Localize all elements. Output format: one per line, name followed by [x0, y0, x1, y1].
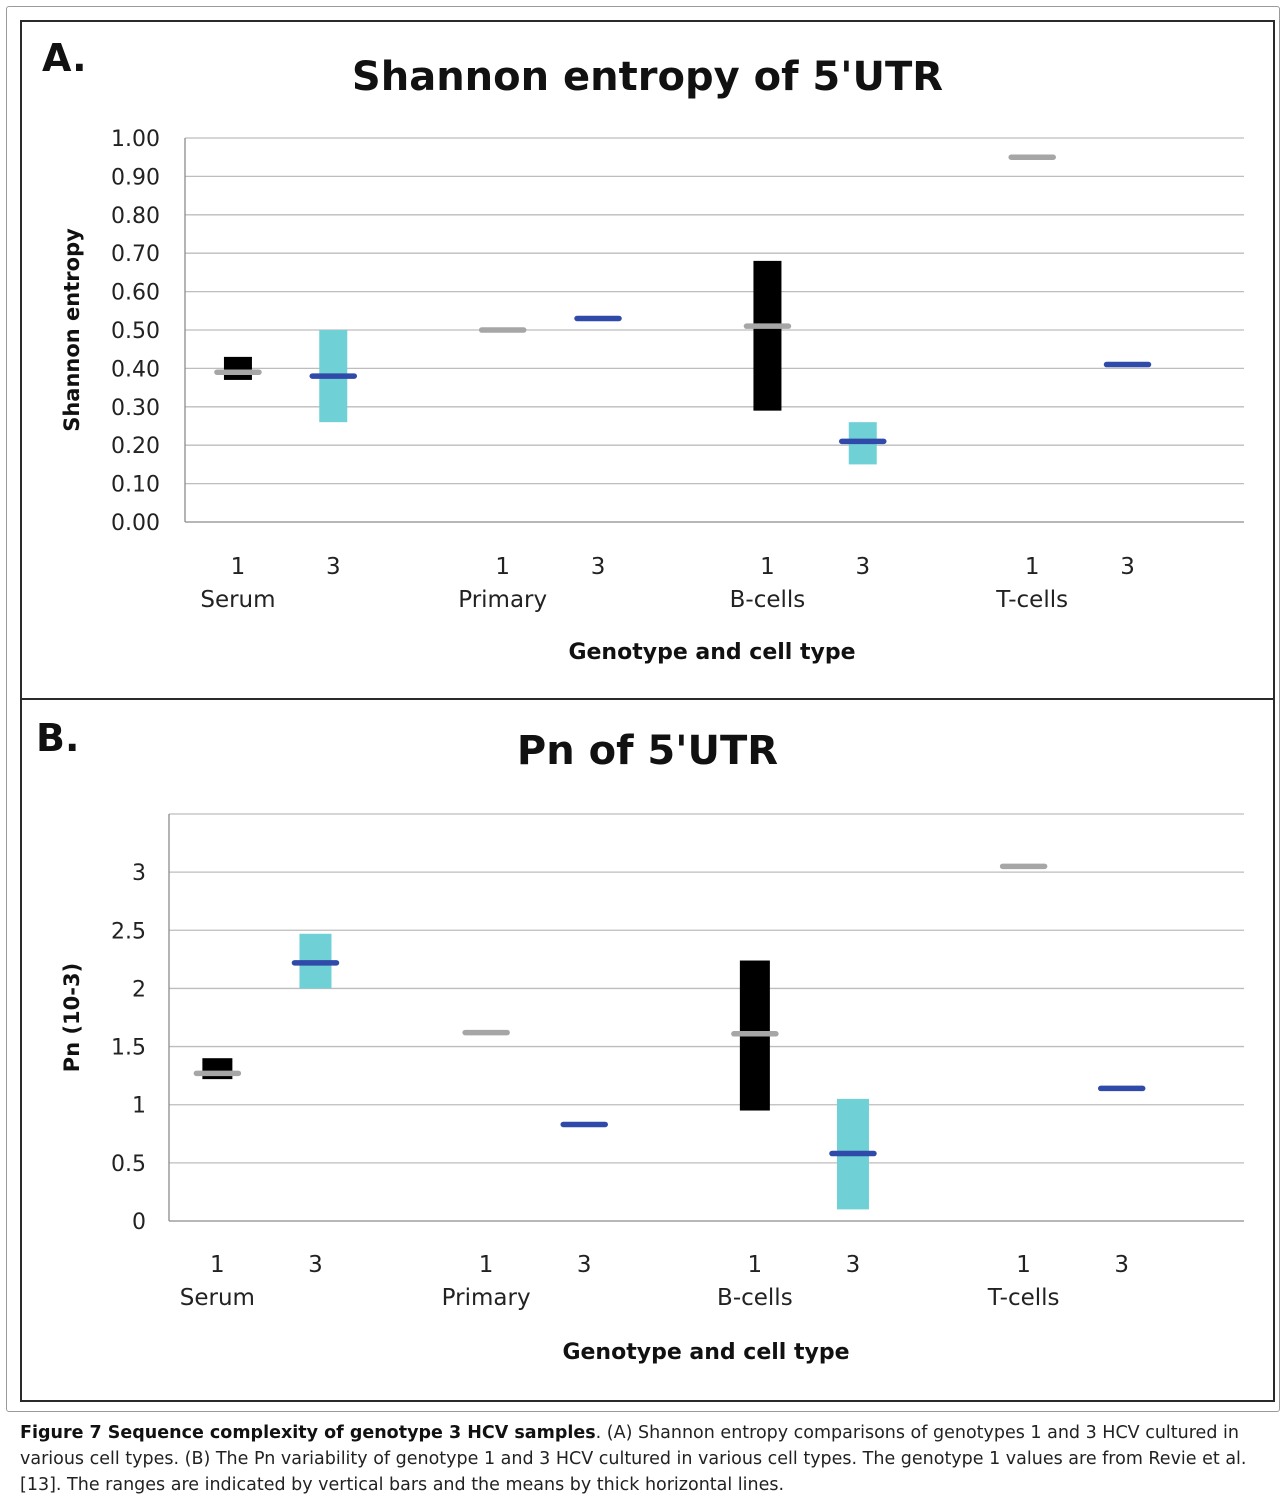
chart-a: 0.00 0.10 0.20 0.30 0.40 0.50 0.60 0.70 0.80 0.90… — [60, 127, 1244, 665]
chart-b-ytick-label: 0.5 — [111, 1152, 146, 1177]
chart-b-genotype-label: 3 — [1114, 1252, 1129, 1278]
chart-a-genotype-label: 1 — [1025, 554, 1040, 580]
chart-a-ytick-label: 0.40 — [111, 357, 160, 382]
chart-b-ytick-label: 1 — [132, 1094, 146, 1119]
chart-a-genotype-label: 3 — [591, 554, 606, 580]
chart-b-genotype-label: 1 — [479, 1252, 494, 1278]
chart-b-ytick-label: 0 — [132, 1210, 146, 1235]
panel-a-letter: A. — [42, 36, 87, 80]
chart-b-genotype-label: 3 — [577, 1252, 592, 1278]
chart-a-genotype-label: 1 — [760, 554, 775, 580]
chart-a-ytick-label: 0.30 — [111, 396, 160, 421]
chart-a-ytick-label: 0.70 — [111, 242, 160, 267]
chart-a-group-label: T-cells — [995, 587, 1068, 613]
chart-a-group-label: Serum — [200, 587, 275, 613]
chart-b-ytick-label: 1.5 — [111, 1036, 146, 1061]
figure-frame — [6, 6, 1280, 1412]
chart-a-genotype-label: 1 — [495, 554, 510, 580]
chart-a-ytick-label: 0.80 — [111, 204, 160, 229]
chart-b-genotype-label: 3 — [846, 1252, 861, 1278]
chart-b-ytick-label: 2.5 — [111, 919, 146, 944]
chart-b-ylabel: Pn (10-3) — [60, 963, 84, 1072]
chart-b-group-label: Serum — [180, 1285, 255, 1311]
chart-a-range-bar — [223, 356, 252, 380]
figure-caption: Figure 7 Sequence complexity of genotype… — [20, 1420, 1272, 1498]
chart-b-genotype-label: 1 — [210, 1252, 225, 1278]
chart-b-group-label: B-cells — [717, 1285, 793, 1311]
chart-b-group-label: T-cells — [987, 1285, 1060, 1311]
caption-text: . (A) Shannon entropy comparisons of gen… — [20, 1423, 1247, 1495]
chart-a-ytick-label: 0.10 — [111, 473, 160, 498]
chart-a-group-label: Primary — [458, 587, 547, 613]
panel-a: A. Shannon entropy of 5'UTR 0.00 0.10 0.20… — [20, 20, 1275, 700]
panel-a-title: Shannon entropy of 5'UTR — [351, 54, 944, 100]
chart-a-genotype-label: 3 — [326, 554, 341, 580]
chart-a-ytick-label: 0.20 — [111, 434, 160, 459]
chart-a-genotype-label: 3 — [855, 554, 870, 580]
chart-a-range-bar — [753, 260, 782, 411]
chart-b-genotype-label: 3 — [308, 1252, 323, 1278]
chart-a-group-label: B-cells — [730, 587, 806, 613]
chart-b-genotype-label: 1 — [1016, 1252, 1031, 1278]
chart-a-genotype-label: 3 — [1120, 554, 1135, 580]
panel-b-letter: B. — [36, 716, 80, 760]
panel-b: B. Pn of 5'UTR 0 0.5 1 1.5 2 2.5 3 Pn (10-3) Gen… — [20, 698, 1275, 1402]
chart-a-genotype-label: 1 — [231, 554, 246, 580]
chart-b-ytick-label: 2 — [132, 977, 146, 1002]
chart-a-ytick-label: 0.00 — [111, 511, 160, 536]
chart-a-ytick-label: 0.90 — [111, 165, 160, 190]
chart-b-xlabel: Genotype and cell type — [562, 1340, 849, 1365]
chart-b-ytick-label: 3 — [132, 861, 146, 886]
chart-a-xlabel: Genotype and cell type — [568, 640, 855, 665]
chart-a-ytick-label: 1.00 — [111, 127, 160, 152]
panel-b-title: Pn of 5'UTR — [516, 728, 779, 774]
chart-a-ytick-label: 0.60 — [111, 281, 160, 306]
caption-bold: Figure 7 Sequence complexity of genotype… — [20, 1423, 596, 1443]
chart-b-group-label: Primary — [442, 1285, 531, 1311]
chart-a-ytick-label: 0.50 — [111, 319, 160, 344]
chart-a-ylabel: Shannon entropy — [60, 228, 84, 432]
chart-b-genotype-label: 1 — [748, 1252, 763, 1278]
chart-b: 0 0.5 1 1.5 2 2.5 3 Pn (10-3) Genotype and cell … — [60, 813, 1244, 1365]
